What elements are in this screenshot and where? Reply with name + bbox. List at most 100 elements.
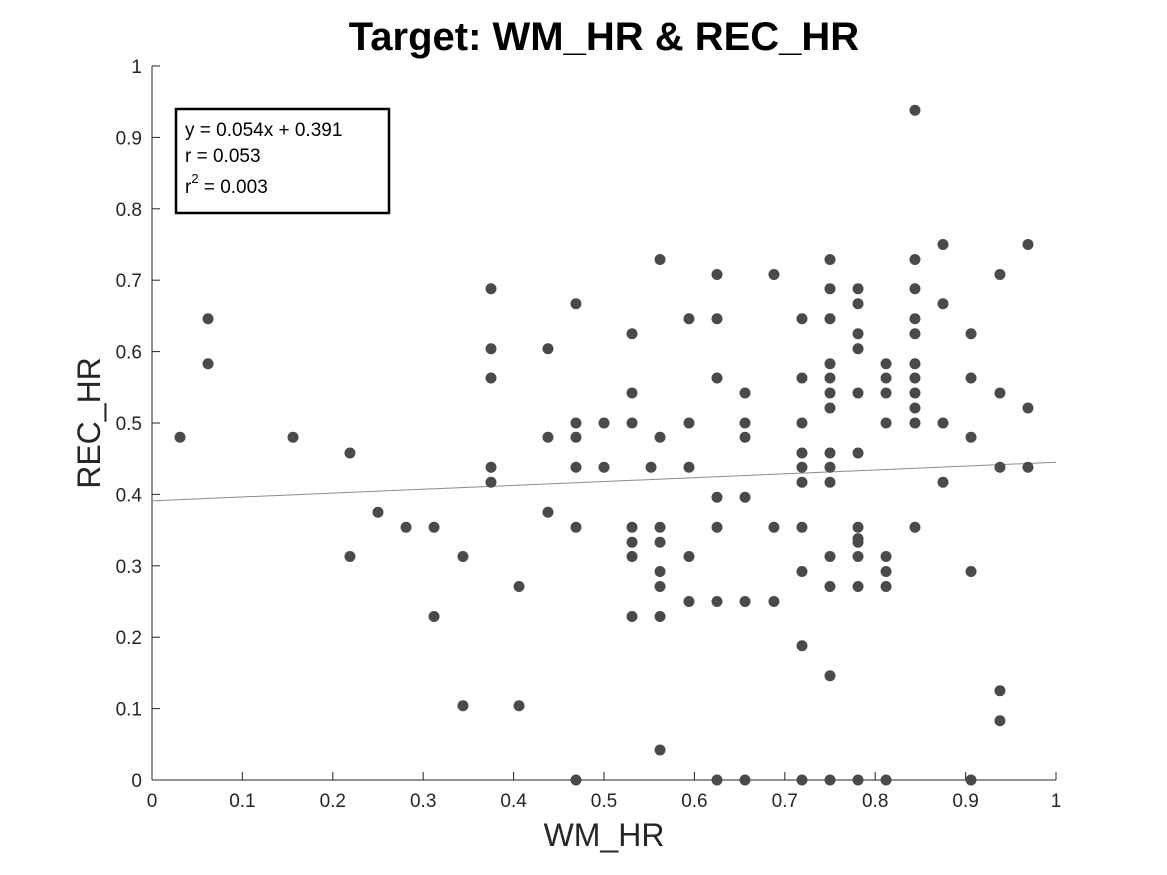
data-point (570, 298, 581, 309)
data-point (825, 581, 836, 592)
data-point (966, 432, 977, 443)
data-point (655, 745, 666, 756)
y-tick-label: 0.4 (116, 485, 143, 506)
data-point (825, 462, 836, 473)
data-point (712, 313, 723, 324)
x-tick-label: 0.5 (591, 791, 617, 812)
data-point (344, 551, 355, 562)
data-point (853, 328, 864, 339)
data-point (796, 775, 807, 786)
data-point (712, 373, 723, 384)
data-point (909, 388, 920, 399)
y-tick-label: 1 (131, 57, 142, 78)
data-point (796, 522, 807, 533)
data-point (825, 283, 836, 294)
data-point (909, 254, 920, 265)
data-point (1022, 403, 1033, 414)
data-point (486, 373, 497, 384)
y-tick-label: 0.9 (116, 128, 142, 149)
data-point (457, 551, 468, 562)
data-point (853, 283, 864, 294)
data-point (909, 373, 920, 384)
data-point (909, 403, 920, 414)
data-point (712, 492, 723, 503)
x-axis-label: WM_HR (544, 817, 665, 853)
data-point (627, 611, 638, 622)
data-point (853, 581, 864, 592)
data-point (570, 432, 581, 443)
data-point (768, 269, 779, 280)
data-point (825, 551, 836, 562)
data-point (825, 670, 836, 681)
data-point (486, 343, 497, 354)
x-tick-label: 0.7 (772, 791, 798, 812)
data-point (853, 775, 864, 786)
data-point (881, 775, 892, 786)
data-point (203, 313, 214, 324)
data-point (909, 105, 920, 116)
data-point (486, 477, 497, 488)
x-tick-label: 0.8 (862, 791, 888, 812)
data-point (712, 775, 723, 786)
data-point (203, 358, 214, 369)
x-tick-label: 0 (147, 791, 158, 812)
x-tick-label: 0.4 (500, 791, 527, 812)
data-point (938, 239, 949, 250)
y-tick-label: 0.6 (116, 343, 142, 364)
data-point (966, 373, 977, 384)
data-point (712, 269, 723, 280)
data-point (373, 507, 384, 518)
data-point (881, 373, 892, 384)
data-point (627, 537, 638, 548)
data-point (881, 551, 892, 562)
data-point (825, 254, 836, 265)
data-point (627, 328, 638, 339)
data-point (542, 432, 553, 443)
data-point (1022, 239, 1033, 250)
data-point (909, 328, 920, 339)
data-point (994, 685, 1005, 696)
x-ticks: 0 0.1 0.2 0.3 0.4 0.5 0.6 0.7 0.8 0.9 1 (147, 772, 1062, 812)
y-tick-label: 0.5 (116, 414, 142, 435)
data-point (627, 418, 638, 429)
data-point (796, 566, 807, 577)
stats-box: y = 0.054x + 0.391 r = 0.053 r2 = 0.003 (176, 109, 389, 213)
data-point (768, 522, 779, 533)
y-tick-label: 0.1 (116, 700, 142, 721)
data-point (938, 418, 949, 429)
x-tick-label: 0.9 (952, 791, 978, 812)
data-point (740, 418, 751, 429)
data-point (909, 522, 920, 533)
regression-equation: y = 0.054x + 0.391 (185, 120, 342, 141)
data-point (909, 283, 920, 294)
data-point (994, 462, 1005, 473)
data-point (825, 373, 836, 384)
x-tick-label: 0.2 (320, 791, 346, 812)
data-point (853, 537, 864, 548)
data-point (288, 432, 299, 443)
data-point (909, 313, 920, 324)
data-point (796, 373, 807, 384)
data-point (796, 447, 807, 458)
data-point (542, 507, 553, 518)
data-point (655, 522, 666, 533)
data-point (570, 462, 581, 473)
data-point (796, 640, 807, 651)
data-point (825, 358, 836, 369)
data-point (881, 388, 892, 399)
data-point (994, 388, 1005, 399)
data-point (909, 418, 920, 429)
data-point (966, 775, 977, 786)
data-point (401, 522, 412, 533)
data-point (683, 418, 694, 429)
r-squared-exponent: 2 (191, 171, 198, 186)
data-point (514, 581, 525, 592)
data-point (740, 596, 751, 607)
data-point (683, 313, 694, 324)
data-point (712, 522, 723, 533)
data-point (627, 388, 638, 399)
data-point (486, 283, 497, 294)
r-squared-value: = 0.003 (199, 177, 268, 198)
data-point (646, 462, 657, 473)
